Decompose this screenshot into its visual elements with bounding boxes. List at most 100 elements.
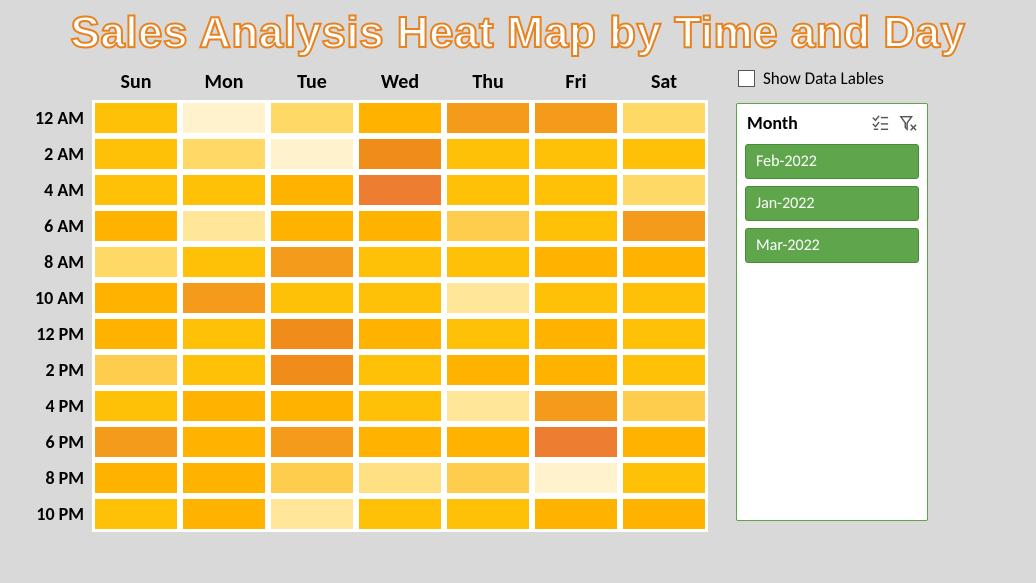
slicer-item[interactable]: Mar-2022 — [745, 228, 919, 263]
slicer-item[interactable]: Jan-2022 — [745, 186, 919, 221]
heatmap-cell — [532, 136, 620, 172]
heatmap-cell — [268, 460, 356, 496]
heatmap-cell — [180, 100, 268, 136]
heatmap-cell — [356, 208, 444, 244]
heatmap-cell — [92, 280, 180, 316]
heatmap-cell — [268, 136, 356, 172]
heatmap-cell — [620, 100, 708, 136]
heatmap-row-header: 4 PM — [18, 388, 92, 424]
heatmap-cell — [444, 244, 532, 280]
heatmap-cell — [444, 280, 532, 316]
checkbox-icon — [738, 70, 755, 87]
heatmap-cell — [444, 460, 532, 496]
heatmap-col-header: Sun — [92, 66, 180, 100]
heatmap-cell — [356, 244, 444, 280]
heatmap-cell — [620, 388, 708, 424]
heatmap-cell — [356, 496, 444, 532]
heatmap-row-header: 12 PM — [18, 316, 92, 352]
heatmap-cell — [180, 352, 268, 388]
heatmap-row-header: 4 AM — [18, 172, 92, 208]
heatmap-col-header: Mon — [180, 66, 268, 100]
heatmap-cell — [180, 388, 268, 424]
heatmap-cell — [180, 136, 268, 172]
heatmap-cell — [532, 424, 620, 460]
heatmap-cell — [532, 244, 620, 280]
heatmap-cell — [444, 496, 532, 532]
heatmap-cell — [356, 100, 444, 136]
heatmap-row-header: 10 AM — [18, 280, 92, 316]
heatmap-cell — [356, 388, 444, 424]
heatmap-cell — [356, 136, 444, 172]
heatmap-cell — [532, 388, 620, 424]
heatmap-cell — [356, 280, 444, 316]
heatmap-cell — [268, 352, 356, 388]
heatmap-cell — [92, 388, 180, 424]
heatmap-cell — [444, 136, 532, 172]
heatmap-row-header: 2 PM — [18, 352, 92, 388]
heatmap-cell — [92, 460, 180, 496]
heatmap-cell — [180, 208, 268, 244]
heatmap-cell — [92, 172, 180, 208]
page-title: Sales Analysis Heat Map by Time and Day — [0, 0, 1036, 66]
heatmap-cell — [620, 316, 708, 352]
heatmap-cell — [92, 316, 180, 352]
heatmap-cell — [92, 496, 180, 532]
heatmap-cell — [532, 172, 620, 208]
heatmap-cell — [268, 496, 356, 532]
heatmap-cell — [620, 424, 708, 460]
heatmap-cell — [444, 100, 532, 136]
month-slicer: Month — [736, 103, 928, 521]
heatmap-col-header: Thu — [444, 66, 532, 100]
heatmap-cell — [620, 280, 708, 316]
heatmap-cell — [92, 136, 180, 172]
heatmap-cell — [532, 352, 620, 388]
heatmap-cell — [356, 460, 444, 496]
heatmap-cell — [532, 208, 620, 244]
heatmap-cell — [532, 100, 620, 136]
heatmap-cell — [268, 208, 356, 244]
heatmap-row-header: 10 PM — [18, 496, 92, 532]
heatmap-cell — [180, 244, 268, 280]
heatmap-cell — [532, 316, 620, 352]
heatmap-row-header: 6 PM — [18, 424, 92, 460]
heatmap-cell — [268, 424, 356, 460]
show-data-labels-checkbox[interactable]: Show Data Lables — [736, 66, 928, 103]
heatmap-cell — [268, 244, 356, 280]
heatmap-cell — [268, 388, 356, 424]
heatmap-row-header: 8 AM — [18, 244, 92, 280]
heatmap-cell — [268, 172, 356, 208]
heatmap-cell — [444, 172, 532, 208]
heatmap-cell — [356, 172, 444, 208]
multi-select-icon[interactable] — [871, 114, 889, 132]
heatmap-cell — [620, 352, 708, 388]
slicer-item[interactable]: Feb-2022 — [745, 144, 919, 179]
heatmap-cell — [620, 496, 708, 532]
heatmap-row-header: 6 AM — [18, 208, 92, 244]
heatmap-cell — [180, 172, 268, 208]
heatmap-cell — [620, 208, 708, 244]
heatmap-cell — [180, 424, 268, 460]
heatmap-cell — [356, 424, 444, 460]
heatmap-cell — [356, 316, 444, 352]
heatmap-col-header: Tue — [268, 66, 356, 100]
clear-filter-icon[interactable] — [899, 114, 917, 132]
heatmap-col-header: Fri — [532, 66, 620, 100]
heatmap-cell — [92, 208, 180, 244]
heatmap-cell — [444, 388, 532, 424]
heatmap-cell — [268, 100, 356, 136]
heatmap-cell — [444, 316, 532, 352]
heatmap-cell — [356, 352, 444, 388]
heatmap: SunMonTueWedThuFriSat 12 AM2 AM4 AM6 AM8… — [18, 66, 708, 532]
heatmap-cell — [92, 100, 180, 136]
heatmap-cell — [444, 208, 532, 244]
heatmap-row-header: 12 AM — [18, 100, 92, 136]
heatmap-cell — [268, 316, 356, 352]
heatmap-cell — [180, 316, 268, 352]
heatmap-row-header: 2 AM — [18, 136, 92, 172]
heatmap-cell — [92, 244, 180, 280]
heatmap-cell — [532, 280, 620, 316]
heatmap-cell — [532, 496, 620, 532]
heatmap-cell — [180, 460, 268, 496]
heatmap-row-header: 8 PM — [18, 460, 92, 496]
heatmap-cell — [180, 496, 268, 532]
